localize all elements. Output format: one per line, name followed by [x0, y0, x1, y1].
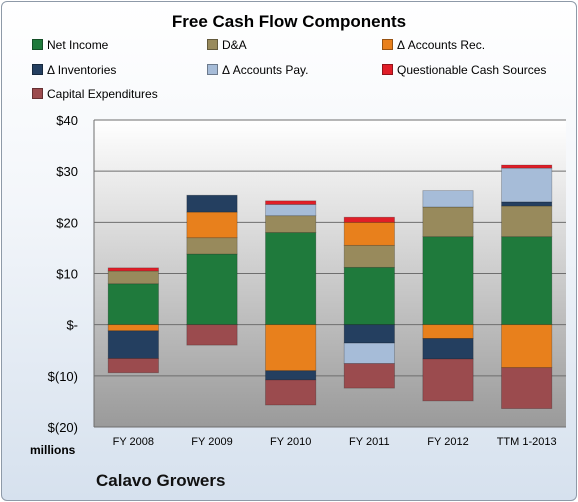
bar-segment — [343, 363, 395, 389]
legend-label: Δ Accounts Pay. — [222, 63, 309, 77]
bar-segment — [501, 324, 553, 369]
bar-segment — [422, 206, 474, 238]
bar-segment — [186, 324, 238, 346]
bar-segment — [501, 201, 553, 207]
bar-segment — [265, 204, 317, 217]
bar-segment — [107, 270, 159, 285]
units-label: millions — [30, 443, 76, 457]
legend-swatch — [207, 64, 218, 75]
bar-segment — [343, 244, 395, 268]
legend-label: Δ Inventories — [47, 63, 117, 77]
bar-segment — [186, 237, 238, 255]
legend-item-da: D&A — [207, 38, 247, 52]
legend-item-accounts-rec: Δ Accounts Rec. — [382, 38, 485, 52]
bar-segment — [265, 379, 317, 406]
bar-segment — [422, 236, 474, 326]
bar-segment — [343, 266, 395, 326]
bar-segment — [107, 283, 159, 326]
bar-segment — [422, 338, 474, 360]
legend-label: Capital Expenditures — [47, 87, 158, 101]
bar-segment — [265, 215, 317, 233]
bar-segment — [501, 236, 553, 326]
legend-label: D&A — [222, 38, 247, 52]
legend-item-net-income: Net Income — [32, 38, 108, 52]
legend-swatch — [207, 39, 218, 50]
legend-swatch — [32, 88, 43, 99]
legend-item-accounts-pay: Δ Accounts Pay. — [207, 63, 309, 77]
bar-segment — [107, 330, 159, 359]
y-tick-label: $30 — [56, 164, 78, 179]
y-tick-label: $40 — [56, 113, 78, 128]
bar-segment — [422, 358, 474, 402]
chart-title: Free Cash Flow Components — [171, 12, 407, 31]
bar-segment — [343, 342, 395, 364]
bar-segment — [501, 167, 553, 203]
legend-swatch — [32, 64, 43, 75]
legend-label: Net Income — [47, 38, 109, 52]
x-tick-label: TTM 1-2013 — [497, 436, 557, 448]
company-label: Calavo Growers — [96, 471, 226, 490]
bar-segment — [107, 267, 159, 272]
legend-swatch — [382, 64, 393, 75]
legend-item-capex: Capital Expenditures — [32, 87, 158, 101]
legend-swatch — [32, 39, 43, 50]
bar-segment — [265, 200, 317, 205]
bar-segment — [265, 232, 317, 326]
legend-item-inventories: Δ Inventories — [32, 63, 116, 77]
bar-segment — [501, 205, 553, 238]
x-tick-label: FY 2011 — [349, 436, 390, 448]
bar-segment — [343, 221, 395, 246]
x-tick-label: FY 2010 — [270, 436, 311, 448]
bar-segment — [501, 367, 553, 409]
legend-label: Δ Accounts Rec. — [397, 38, 486, 52]
bar-segment — [265, 324, 317, 372]
x-tick-label: FY 2012 — [427, 436, 468, 448]
legend-swatch — [382, 39, 393, 50]
bar-segment — [265, 370, 317, 381]
bar-segment — [107, 324, 159, 332]
y-tick-label: $(10) — [48, 369, 78, 384]
bar-segment — [422, 324, 474, 339]
y-tick-label: $10 — [56, 267, 78, 282]
y-tick-label: $20 — [56, 215, 78, 230]
bar-segment — [186, 253, 238, 326]
bar-segment — [343, 216, 395, 223]
bar-segment — [422, 190, 474, 208]
bar-segment — [343, 324, 395, 344]
x-tick-label: FY 2009 — [191, 436, 232, 448]
bar-segment — [107, 358, 159, 374]
bar-segment — [501, 164, 553, 169]
legend-item-questionable-cash: Questionable Cash Sources — [382, 63, 546, 77]
bar-segment — [186, 211, 238, 239]
legend-label: Questionable Cash Sources — [397, 63, 547, 77]
x-tick-label: FY 2008 — [113, 436, 154, 448]
y-tick-label: $- — [66, 318, 78, 333]
y-tick-label: $(20) — [48, 420, 78, 435]
bar-segment — [186, 194, 238, 213]
